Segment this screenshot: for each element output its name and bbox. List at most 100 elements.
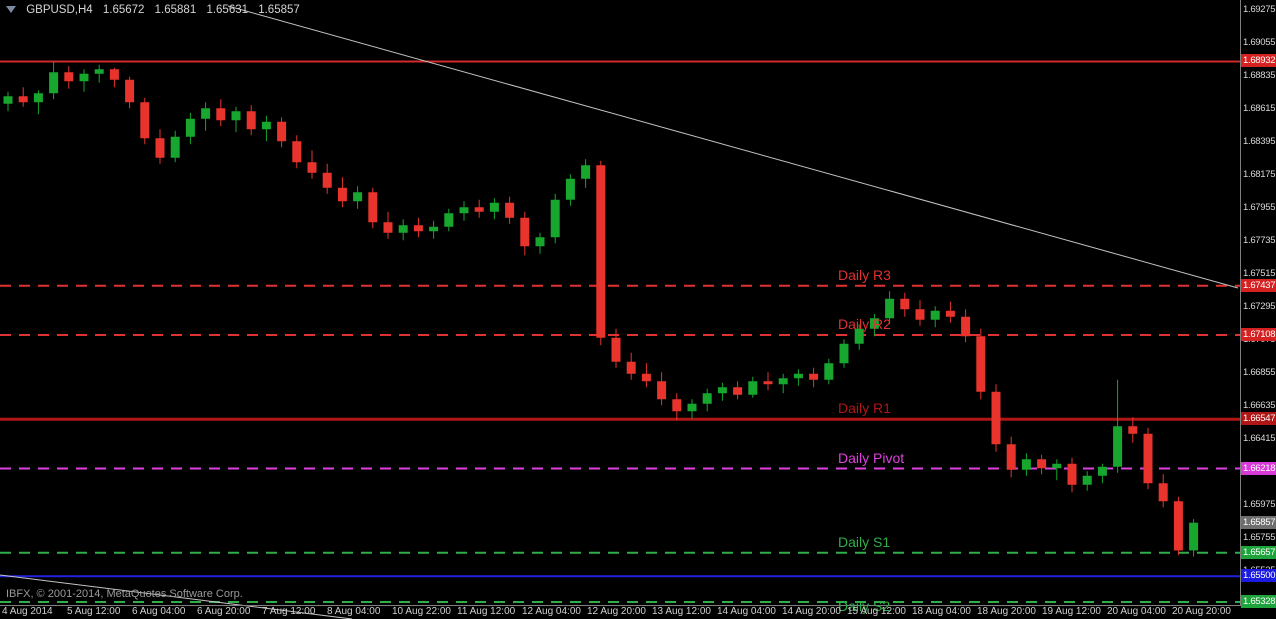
candle xyxy=(322,163,332,194)
time-tick-label: 13 Aug 12:00 xyxy=(652,606,711,617)
time-tick-label: 5 Aug 12:00 xyxy=(67,606,121,617)
candle xyxy=(429,220,439,239)
candle xyxy=(885,291,895,325)
time-tick-label: 19 Aug 12:00 xyxy=(1042,606,1101,617)
price-tick-label: 1.68175 xyxy=(1243,169,1276,180)
candle xyxy=(413,217,423,238)
chart-header: GBPUSD,H4 1.65672 1.65881 1.65631 1.6585… xyxy=(6,4,307,16)
candle xyxy=(626,352,636,380)
candle xyxy=(930,306,940,328)
price-tick-label: 1.66635 xyxy=(1243,400,1276,411)
candle xyxy=(900,292,910,317)
level-label-daily-r1[interactable]: Daily R1 xyxy=(838,400,891,417)
time-tick-label: 18 Aug 04:00 xyxy=(912,606,971,617)
candle xyxy=(581,159,591,188)
candle xyxy=(444,208,454,232)
time-tick-label: 6 Aug 20:00 xyxy=(197,606,251,617)
low-value: 1.65631 xyxy=(206,4,249,16)
candle xyxy=(1006,436,1016,478)
candle xyxy=(474,199,484,218)
candle xyxy=(717,382,727,401)
price-badge-1.67437: 1.67437 xyxy=(1241,278,1276,292)
time-tick-label: 4 Aug 2014 xyxy=(2,606,53,617)
candle xyxy=(125,76,135,109)
candle xyxy=(140,97,150,145)
candle xyxy=(459,201,469,221)
price-tick-label: 1.67955 xyxy=(1243,202,1276,213)
level-label-daily-s1[interactable]: Daily S1 xyxy=(838,533,891,550)
candle xyxy=(1173,496,1183,556)
price-badge-1.65657: 1.65657 xyxy=(1241,545,1276,559)
candle xyxy=(1158,474,1168,508)
candle xyxy=(1189,519,1199,557)
price-tick-label: 1.65975 xyxy=(1243,499,1276,510)
time-tick-label: 20 Aug 20:00 xyxy=(1172,606,1231,617)
time-tick-label: 7 Aug 12:00 xyxy=(262,606,316,617)
candle xyxy=(961,309,971,343)
level-label-daily-s2[interactable]: Daily S2 xyxy=(838,598,891,615)
symbol-timeframe-label: GBPUSD,H4 xyxy=(26,4,93,16)
candle xyxy=(1052,459,1062,481)
price-tick-label: 1.69055 xyxy=(1243,37,1276,48)
price-badge-1.65857: 1.65857 xyxy=(1241,515,1276,529)
time-tick-label: 15 Aug 12:00 xyxy=(847,606,906,617)
candle xyxy=(1128,417,1138,443)
candle xyxy=(520,211,530,256)
candle xyxy=(505,196,515,224)
candle xyxy=(945,301,955,323)
candle xyxy=(277,117,287,148)
level-label-daily-pivot[interactable]: Daily Pivot xyxy=(838,449,905,466)
price-tick-label: 1.67735 xyxy=(1243,235,1276,246)
candle xyxy=(307,150,317,179)
time-tick-label: 12 Aug 04:00 xyxy=(522,606,581,617)
candle xyxy=(641,363,651,388)
time-tick-label: 8 Aug 04:00 xyxy=(327,606,381,617)
high-value: 1.65881 xyxy=(154,4,197,16)
trendline-2[interactable] xyxy=(0,574,353,619)
candle xyxy=(596,160,606,346)
candle xyxy=(839,339,849,368)
level-label-daily-r3[interactable]: Daily R3 xyxy=(838,266,891,283)
candle xyxy=(109,67,119,88)
candle xyxy=(231,106,241,133)
candle xyxy=(748,376,758,398)
candle xyxy=(854,324,864,350)
candle xyxy=(809,367,819,388)
price-tick-label: 1.66415 xyxy=(1243,433,1276,444)
level-label-daily-r2[interactable]: Daily R2 xyxy=(838,316,891,333)
trendline-1[interactable] xyxy=(227,5,1239,289)
candle xyxy=(246,105,256,136)
candle xyxy=(216,99,226,127)
candle xyxy=(353,186,363,209)
chart-shift-marker-icon xyxy=(6,6,16,14)
time-axis[interactable]: 4 Aug 2014 5 Aug 12:00 6 Aug 04:00 6 Aug 20… xyxy=(0,606,1276,619)
candle xyxy=(489,198,499,220)
time-tick-label: 20 Aug 04:00 xyxy=(1107,606,1166,617)
candle xyxy=(79,69,89,92)
candle xyxy=(702,388,712,412)
candle xyxy=(778,373,788,394)
candle xyxy=(3,91,13,112)
candle xyxy=(976,328,986,400)
price-badge-1.68932: 1.68932 xyxy=(1241,54,1276,68)
price-badge-1.66547: 1.66547 xyxy=(1241,412,1276,426)
candle xyxy=(64,66,74,89)
candle xyxy=(793,369,803,386)
copyright-text: IBFX, © 2001-2014, MetaQuotes Software C… xyxy=(6,588,243,600)
candle xyxy=(18,87,28,107)
time-tick-label: 12 Aug 20:00 xyxy=(587,606,646,617)
candle xyxy=(398,219,408,241)
candle xyxy=(869,313,879,337)
level-labels-layer: Daily R3 Daily R2 Daily R1 Daily Pivot Daily… xyxy=(838,266,905,614)
close-value: 1.65857 xyxy=(258,4,300,16)
candle xyxy=(733,381,743,400)
time-tick-label: 11 Aug 12:00 xyxy=(457,606,516,617)
candle xyxy=(33,90,43,115)
candle xyxy=(550,193,560,244)
candle xyxy=(201,102,211,131)
price-axis[interactable]: 1.69275 1.69055 1.68835 1.68615 1.68395 1.681… xyxy=(1241,0,1276,609)
candle xyxy=(535,232,545,254)
price-tick-label: 1.66855 xyxy=(1243,367,1276,378)
